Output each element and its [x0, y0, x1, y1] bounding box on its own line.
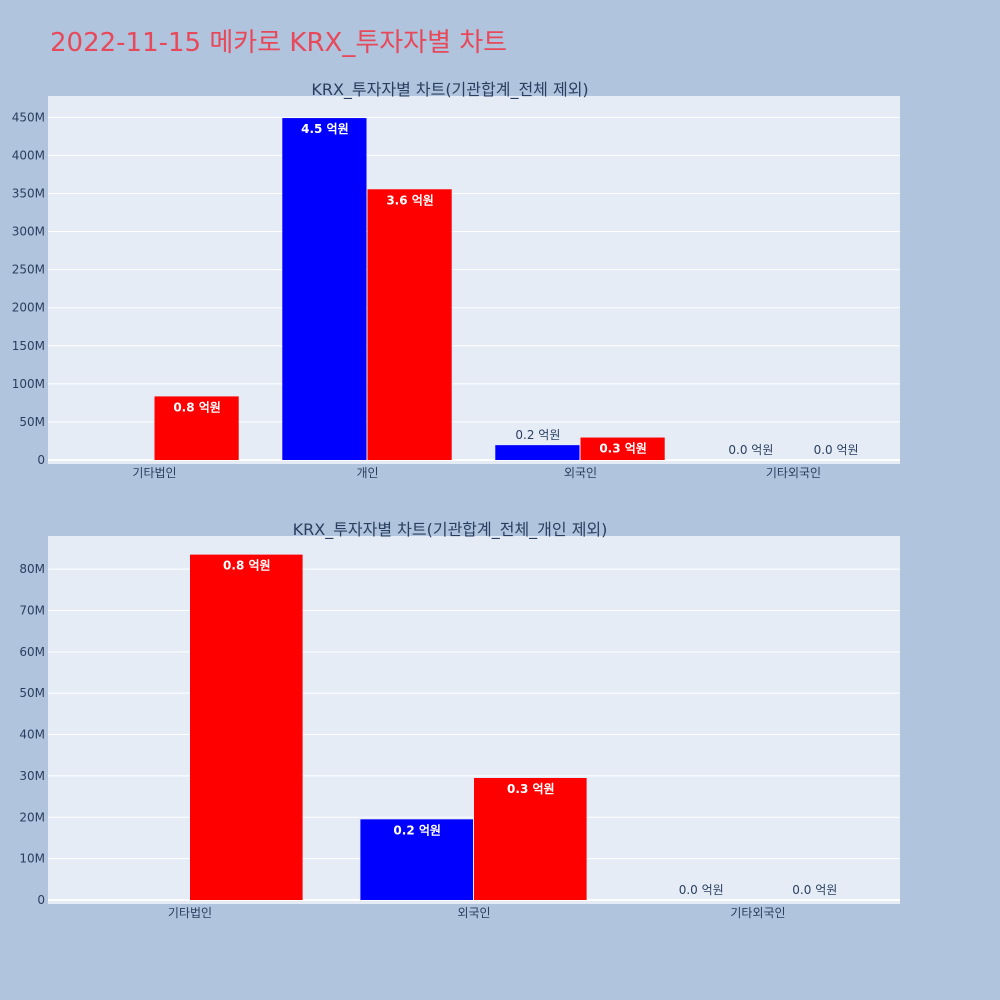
y-tick-label: 50M: [19, 686, 45, 700]
y-tick-label: 80M: [19, 562, 45, 576]
y-tick-label: 20M: [19, 810, 45, 824]
y-tick-label: 70M: [19, 603, 45, 617]
y-tick-label: 350M: [12, 186, 45, 200]
bar: [154, 396, 239, 460]
x-tick-label: 외국인: [564, 466, 597, 480]
data-label: 0.8 억원: [223, 559, 271, 573]
data-label: 0.0 억원: [679, 883, 724, 897]
x-tick-label: 기타외국인: [730, 906, 785, 920]
y-tick-label: 0: [37, 453, 45, 467]
data-label: 0.0 억원: [792, 883, 837, 897]
y-tick-label: 40M: [19, 728, 45, 742]
chart-subtitle: KRX_투자자별 차트(기관합계_전체 제외): [311, 80, 588, 100]
chart-excluding-individuals: 0 10M 20M 30M 40M 50M 60M 70M 80M KRX_투자자별 차트(기관합…: [19, 520, 900, 920]
y-tick-label: 450M: [12, 110, 45, 124]
data-label: 0.8 억원: [173, 400, 221, 414]
bar: [474, 777, 587, 900]
x-tick-label: 외국인: [457, 906, 490, 920]
bar: [282, 118, 367, 460]
y-tick-label: 50M: [19, 415, 45, 429]
data-label: 0.2 억원: [393, 823, 441, 837]
data-label: 0.3 억원: [599, 442, 647, 456]
y-tick-label: 150M: [12, 339, 45, 353]
y-tick-label: 10M: [19, 852, 45, 866]
y-tick-label: 300M: [12, 225, 45, 239]
data-label: 0.0 억원: [728, 443, 773, 457]
y-tick-label: 400M: [12, 148, 45, 162]
y-tick-label: 200M: [12, 301, 45, 315]
bar: [367, 189, 452, 460]
data-label: 0.3 억원: [507, 782, 555, 796]
y-tick-label: 60M: [19, 645, 45, 659]
page-title: 2022-11-15 메카로 KRX_투자자별 차트: [50, 28, 508, 58]
bar: [360, 819, 473, 900]
y-tick-label: 0: [37, 893, 45, 907]
data-label: 3.6 억원: [386, 193, 434, 207]
bar: [580, 437, 665, 460]
data-label: 0.2 억원: [515, 428, 560, 442]
x-tick-label: 기타법인: [132, 466, 176, 480]
y-tick-label: 100M: [12, 377, 45, 391]
data-label: 4.5 억원: [301, 122, 349, 136]
y-tick-label: 250M: [12, 263, 45, 277]
chart-all-investors: 0 50M 100M 150M 200M 250M 300M 350M 400M 450M KRX_…: [12, 80, 900, 480]
bar: [495, 445, 580, 460]
y-tick-label: 30M: [19, 769, 45, 783]
x-tick-label: 기타외국인: [766, 466, 821, 480]
x-tick-label: 개인: [356, 466, 378, 480]
bar: [190, 554, 303, 900]
data-label: 0.0 억원: [814, 443, 859, 457]
x-tick-label: 기타법인: [168, 906, 212, 920]
chart-subtitle: KRX_투자자별 차트(기관합계_전체_개인 제외): [293, 520, 608, 540]
